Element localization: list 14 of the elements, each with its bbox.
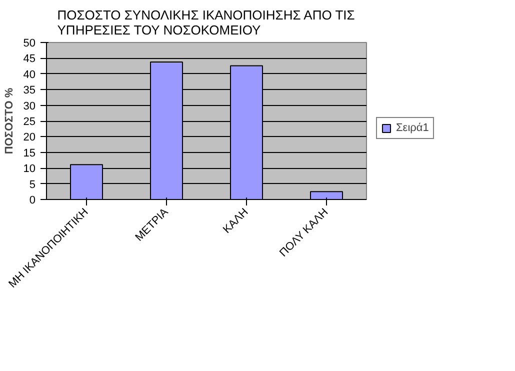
y-tick-label: 20 [23,132,36,144]
y-tick-label: 0 [29,194,36,206]
chart-title: ΠΟΣΟΣΤΟ ΣΥΝΟΛΙΚΗΣ ΙΚΑΝΟΠΟΙΗΣΗΣ ΑΠΟ ΤΙΣ ΥΠΗΡΕΣΙΕΣ ΤΟΥ ΝΟΣΟΚΟΜΕΙΟΥ [57,8,355,38]
y-tick-label: 40 [23,68,36,81]
y-tick-label: 50 [23,38,36,50]
y-tick-label: 10 [23,163,36,176]
y-tick-label: 30 [23,100,36,112]
y-tick-label: 5 [29,178,36,191]
y-axis-title: ΠΟΣΟΣΤΟ % [3,88,16,154]
y-tick-label: 15 [23,147,36,160]
y-tick-label: 35 [23,84,36,97]
y-tick-label: 45 [23,53,36,66]
y-tick-label: 25 [23,116,36,128]
legend-label: Σειρά1 [396,122,429,134]
